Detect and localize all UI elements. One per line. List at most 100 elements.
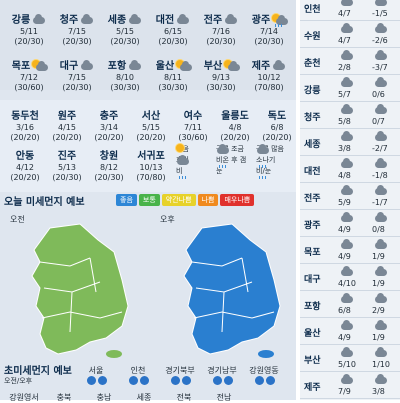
weather-legend-label: 눈 <box>216 167 223 175</box>
temp-am: 4/9 <box>338 252 351 261</box>
cloud-icon <box>340 50 354 62</box>
precip-chance: (20/20) <box>136 133 166 142</box>
weather-legend-label: 구름 많음 <box>256 145 284 153</box>
weather-legend-item: 비 <box>176 166 182 179</box>
temp-range: 4/12 <box>16 163 34 172</box>
fine-dust-region: 경기남부 <box>207 366 237 375</box>
cloud-icon <box>128 59 142 70</box>
cloud-icon <box>340 131 354 143</box>
city-forecast: 서귀포 10/13 (70/80) <box>130 144 172 188</box>
dust-legend: 좋음 보통 약간나쁨 나쁨 매우나쁨 <box>116 194 255 206</box>
temp-pm: -1/8 <box>372 171 388 180</box>
precip-chance: (20/30) <box>14 37 44 46</box>
temp-am: 7/9 <box>338 387 351 396</box>
temp-range: 8/11 <box>164 73 182 82</box>
cloud-icon <box>128 13 142 24</box>
city-name: 강릉 <box>11 15 31 26</box>
city-name: 진주 <box>57 151 77 162</box>
dust-level-3: 나쁨 <box>197 194 219 206</box>
weather-legend-label: 비온 후 갬 <box>216 156 247 164</box>
right-city-row: 강릉 5/7 0/6 <box>300 75 400 102</box>
city-forecast: 안동 4/12 (20/20) <box>4 144 46 188</box>
dust-pm-label: 오후 <box>160 215 175 224</box>
city-name: 세종 <box>304 140 321 150</box>
weather-legend-item: 소나기 <box>256 155 275 168</box>
cloud-icon <box>272 59 286 70</box>
sun-cloud-icon <box>224 59 241 71</box>
precip-chance: (20/30) <box>158 37 188 46</box>
temp-range: 7/14 <box>260 27 278 36</box>
city-forecast: 서산 5/15 (20/20) <box>130 104 172 148</box>
precip-chance: (20/30) <box>52 173 82 182</box>
city-forecast: 울릉도 4/8 (20/20) <box>214 104 256 148</box>
city-name: 대전 <box>304 167 321 177</box>
temp-pm: 3/8 <box>372 387 385 396</box>
temp-pm: -1/5 <box>372 9 388 18</box>
temp-pm: -2/7 <box>372 144 388 153</box>
temp-am: 2/8 <box>338 63 351 72</box>
fine-dust-dots <box>128 376 150 387</box>
city-name: 인천 <box>304 5 321 15</box>
cloud-icon <box>340 158 354 170</box>
fine-dust-region: 경기북부 <box>165 366 195 375</box>
city-name: 울산 <box>155 61 175 72</box>
precip-chance: (30/60) <box>14 83 44 92</box>
city-forecast: 청주 7/15 (20/30) <box>56 8 98 52</box>
cloud-icon <box>80 13 94 24</box>
city-forecast: 대전 6/15 (20/30) <box>152 8 194 52</box>
temp-pm: 1/10 <box>372 360 390 369</box>
city-name: 광주 <box>251 15 271 26</box>
dust-level-4: 매우나쁨 <box>220 194 255 206</box>
right-city-column <box>300 0 400 400</box>
temp-range: 9/13 <box>212 73 230 82</box>
cloud-icon <box>340 104 354 116</box>
city-name: 독도 <box>267 111 287 122</box>
city-name: 대구 <box>59 61 79 72</box>
right-city-row: 광주 4/9 0/8 <box>300 210 400 237</box>
temp-range: 8/12 <box>100 163 118 172</box>
temp-am: 5/9 <box>338 198 351 207</box>
city-name: 수원 <box>304 32 321 42</box>
city-forecast: 진주 5/13 (20/30) <box>46 144 88 188</box>
precip-chance: (20/20) <box>52 133 82 142</box>
precip-chance: (20/30) <box>94 173 124 182</box>
temp-am: 3/8 <box>338 144 351 153</box>
right-city-row: 전주 5/9 -1/7 <box>300 183 400 210</box>
temp-am: 6/8 <box>338 306 351 315</box>
cloud-icon <box>340 77 354 89</box>
weather-legend-item: 비온 후 갬 <box>216 155 247 168</box>
temp-range: 10/12 <box>257 73 281 82</box>
cloud-icon <box>374 77 388 89</box>
city-forecast: 제주 10/12 (70/80) <box>248 54 290 98</box>
fine-dust-title: 초미세먼지 예보 <box>4 366 72 377</box>
temp-range: 10/13 <box>139 163 163 172</box>
precip-chance: (20/20) <box>10 173 40 182</box>
temp-pm: 0/8 <box>372 225 385 234</box>
fine-dust-region: 전남 <box>216 393 232 402</box>
precip-chance: (70/80) <box>136 173 166 182</box>
weather-legend-item: 눈 <box>216 166 222 176</box>
precip-chance: (30/30) <box>206 83 236 92</box>
temp-pm: 0/6 <box>372 90 385 99</box>
dust-am-label: 오전 <box>10 215 25 224</box>
right-city-row: 청주 5/8 0/7 <box>300 102 400 129</box>
city-forecast: 여수 7/11 (30/60) <box>172 104 214 148</box>
city-forecast: 창원 8/12 (20/30) <box>88 144 130 188</box>
city-name: 창원 <box>99 151 119 162</box>
weather-legend-item: 구름 많음 <box>256 144 284 154</box>
temp-range: 5/15 <box>116 27 134 36</box>
fine-dust-region: 서울 <box>88 366 104 375</box>
temp-am: 5/7 <box>338 90 351 99</box>
city-name: 전주 <box>203 15 223 26</box>
city-name: 포항 <box>107 61 127 72</box>
temp-am: 4/8 <box>338 171 351 180</box>
cloud-icon <box>340 347 354 359</box>
city-name: 대구 <box>304 275 321 285</box>
right-city-row: 인천 4/7 -1/5 <box>300 0 400 21</box>
city-forecast: 강릉 5/11 (20/30) <box>8 8 50 52</box>
precip-chance: (30/60) <box>178 133 208 142</box>
city-name: 동두천 <box>11 111 39 122</box>
city-forecast: 목포 7/12 (30/60) <box>8 54 50 98</box>
cloud-icon <box>374 239 388 251</box>
city-name: 서산 <box>141 111 161 122</box>
